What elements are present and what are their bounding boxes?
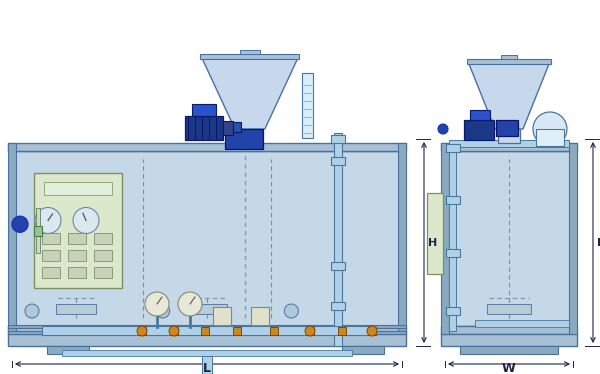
Circle shape: [137, 326, 147, 336]
Polygon shape: [441, 326, 577, 334]
Polygon shape: [233, 122, 241, 132]
Polygon shape: [467, 59, 551, 64]
Polygon shape: [446, 196, 460, 204]
Polygon shape: [138, 327, 146, 335]
Polygon shape: [42, 249, 60, 261]
Text: L: L: [203, 362, 211, 374]
Polygon shape: [56, 304, 97, 314]
Polygon shape: [441, 143, 577, 151]
Polygon shape: [62, 350, 352, 356]
Circle shape: [25, 304, 39, 318]
Circle shape: [169, 326, 179, 336]
Polygon shape: [12, 151, 402, 326]
Polygon shape: [334, 133, 341, 346]
Polygon shape: [441, 143, 449, 334]
Polygon shape: [398, 143, 406, 334]
Circle shape: [35, 208, 61, 233]
Circle shape: [284, 304, 298, 318]
Polygon shape: [202, 356, 212, 374]
Polygon shape: [469, 64, 549, 129]
Polygon shape: [251, 307, 269, 325]
Polygon shape: [331, 262, 344, 270]
Polygon shape: [201, 327, 209, 335]
Polygon shape: [338, 327, 346, 335]
Polygon shape: [34, 226, 42, 236]
Polygon shape: [446, 248, 460, 257]
Polygon shape: [446, 144, 460, 152]
Polygon shape: [446, 307, 460, 315]
Polygon shape: [306, 327, 314, 335]
Polygon shape: [240, 50, 260, 54]
Polygon shape: [8, 143, 16, 334]
Polygon shape: [94, 233, 112, 243]
Polygon shape: [44, 181, 112, 194]
Polygon shape: [192, 104, 216, 116]
Polygon shape: [68, 249, 86, 261]
Polygon shape: [42, 233, 60, 243]
Polygon shape: [185, 116, 223, 140]
Polygon shape: [223, 121, 233, 135]
Polygon shape: [331, 135, 344, 143]
Polygon shape: [569, 143, 577, 334]
Polygon shape: [302, 73, 313, 138]
Polygon shape: [8, 334, 406, 346]
Polygon shape: [498, 129, 520, 143]
Circle shape: [12, 216, 28, 232]
Polygon shape: [94, 267, 112, 278]
Polygon shape: [449, 140, 569, 147]
Polygon shape: [68, 267, 86, 278]
Circle shape: [533, 112, 567, 146]
Polygon shape: [213, 307, 231, 325]
Polygon shape: [342, 346, 384, 354]
Polygon shape: [36, 208, 40, 252]
Polygon shape: [42, 326, 372, 335]
Circle shape: [145, 292, 169, 316]
Polygon shape: [487, 304, 531, 314]
Polygon shape: [225, 129, 263, 149]
Text: W: W: [502, 362, 516, 374]
Circle shape: [73, 208, 99, 233]
Polygon shape: [460, 346, 558, 354]
Polygon shape: [8, 326, 406, 334]
Polygon shape: [8, 331, 406, 334]
Polygon shape: [34, 172, 122, 288]
Polygon shape: [536, 129, 564, 146]
Polygon shape: [464, 120, 494, 140]
Polygon shape: [170, 327, 178, 335]
Polygon shape: [202, 59, 298, 129]
Polygon shape: [8, 325, 406, 328]
Circle shape: [305, 326, 315, 336]
Polygon shape: [187, 304, 227, 314]
Polygon shape: [42, 267, 60, 278]
Polygon shape: [368, 327, 376, 335]
Polygon shape: [68, 233, 86, 243]
Polygon shape: [8, 143, 406, 151]
Text: H: H: [428, 237, 437, 248]
Polygon shape: [270, 327, 278, 335]
Circle shape: [367, 326, 377, 336]
Circle shape: [438, 124, 448, 134]
Text: H: H: [597, 237, 600, 248]
Polygon shape: [475, 320, 569, 327]
Polygon shape: [470, 110, 490, 120]
Polygon shape: [239, 129, 261, 143]
Polygon shape: [496, 120, 518, 136]
Polygon shape: [331, 302, 344, 310]
Polygon shape: [200, 54, 299, 59]
Polygon shape: [445, 151, 573, 326]
Polygon shape: [47, 346, 89, 354]
Polygon shape: [449, 143, 456, 331]
Polygon shape: [501, 55, 517, 59]
Polygon shape: [94, 249, 112, 261]
Circle shape: [178, 292, 202, 316]
Polygon shape: [441, 334, 577, 346]
Polygon shape: [331, 157, 344, 165]
Circle shape: [155, 304, 170, 318]
Polygon shape: [233, 327, 241, 335]
Polygon shape: [427, 193, 443, 273]
